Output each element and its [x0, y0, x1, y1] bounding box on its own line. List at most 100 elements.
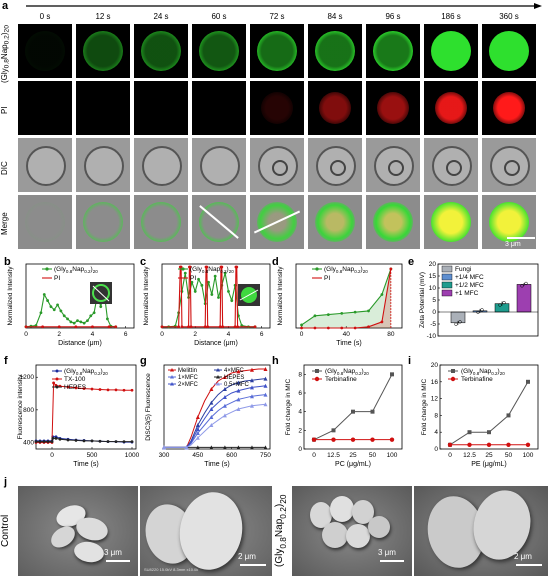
legend-swatch [441, 281, 453, 289]
legend-label: (Gly0.8Nap0.2)20 [324, 266, 368, 274]
scalebar-a: 3 μm [505, 234, 537, 252]
y-tick-label: 20 [431, 362, 439, 369]
y-axis-label: Zeta Potential (mV) [419, 272, 426, 328]
data-point [249, 367, 254, 372]
data-point [263, 376, 268, 381]
data-point [210, 293, 214, 296]
data-point [263, 392, 268, 397]
data-point [122, 388, 126, 392]
data-point [487, 430, 491, 435]
data-point [217, 296, 220, 299]
legend-label: 1×MFC [178, 375, 199, 381]
x-tick-label: 6 [124, 331, 128, 338]
legend-marker [170, 375, 174, 379]
data-point [454, 322, 458, 326]
y-axis-label: Fold change in MIC [421, 379, 428, 436]
data-point [389, 267, 393, 271]
x-tick-label: 500 [87, 452, 98, 459]
data-point [370, 437, 375, 442]
row-label-control: Control [0, 514, 11, 548]
data-point [227, 290, 230, 293]
data-point [46, 299, 49, 302]
legend-label: PI [54, 275, 60, 282]
time-label: 84 s [327, 12, 343, 21]
y-axis-label: Fluorescence intensity [17, 374, 24, 439]
y-tick-label: 10 [429, 285, 437, 292]
data-point [195, 445, 200, 450]
legend-label: Terbinafine [325, 376, 357, 383]
legend-label: (Gly0.8Nap0.2)20 [461, 368, 505, 376]
micrograph-red [366, 81, 420, 135]
data-point [38, 440, 42, 444]
data-point [106, 440, 110, 443]
micrograph-merge [366, 195, 420, 249]
micrograph-green [482, 24, 536, 78]
series-line [164, 403, 266, 448]
data-point [467, 442, 472, 447]
micrograph-green [366, 24, 420, 78]
data-point [222, 445, 227, 450]
data-point [58, 437, 62, 441]
x-tick-label: 6 [260, 331, 264, 338]
data-point [82, 321, 86, 325]
micrograph-dic [134, 138, 188, 192]
legend-label: 4×MFC [224, 368, 245, 374]
data-point [380, 293, 384, 296]
y-tick-label: 0 [432, 309, 436, 316]
data-point [370, 409, 375, 414]
data-point [107, 325, 111, 329]
data-point [42, 293, 46, 296]
data-point [331, 437, 336, 442]
time-arrow [26, 3, 542, 9]
data-point [209, 407, 214, 411]
micrograph-merge [482, 195, 536, 249]
data-point [195, 431, 200, 435]
data-point [207, 280, 210, 284]
legend-marker [216, 375, 220, 379]
plot-frame [161, 263, 271, 329]
chart-b: Distance (μm) Normalized Intensity 0 2 4 6 (Gl… [7, 263, 135, 347]
data-point [51, 436, 55, 440]
data-point [236, 380, 241, 385]
data-point [480, 308, 484, 312]
data-point [187, 325, 190, 329]
micrograph-green [424, 24, 478, 78]
plot-frame [303, 364, 403, 450]
micrograph-green [250, 24, 304, 78]
data-point [41, 325, 45, 329]
data-point [236, 369, 241, 374]
x-tick-label: 0 [300, 331, 304, 338]
series-line [449, 381, 529, 446]
series-line [164, 368, 266, 448]
legend-marker [314, 376, 320, 382]
data-point [525, 442, 531, 447]
micrograph-dic [192, 138, 246, 192]
y-tick-label: 1200 [20, 374, 35, 381]
micrograph-merge [424, 195, 478, 249]
legend-label: (Gly0.8Nap0.2)20 [190, 266, 234, 274]
x-tick-label: 2 [193, 331, 197, 338]
data-point [249, 394, 254, 399]
series-line [313, 374, 393, 441]
data-point [179, 265, 183, 269]
legend-marker [45, 267, 49, 271]
x-axis-label: Time (s) [73, 461, 98, 468]
x-tick-label: 300 [159, 452, 170, 459]
sem-control-low: 3 μm [18, 486, 138, 576]
data-point [249, 378, 254, 383]
y-axis-label: Normalized Intensity [143, 266, 150, 326]
data-point [206, 325, 210, 329]
row-label-merge: Merge [0, 212, 9, 236]
plot-frame [163, 364, 271, 450]
data-point [300, 323, 303, 327]
legend-label: HEPES [64, 384, 87, 391]
data-point [235, 265, 239, 269]
data-point [222, 387, 227, 391]
data-point [524, 281, 528, 286]
data-point [222, 413, 227, 418]
micrograph-dic [424, 138, 478, 192]
sem-treated-low: 3 μm [292, 486, 412, 576]
panel-label-c: c [140, 256, 147, 268]
micrograph-red [18, 81, 72, 135]
row-label-peptide: (Gly0.8Nap0.2)20 [0, 25, 11, 83]
